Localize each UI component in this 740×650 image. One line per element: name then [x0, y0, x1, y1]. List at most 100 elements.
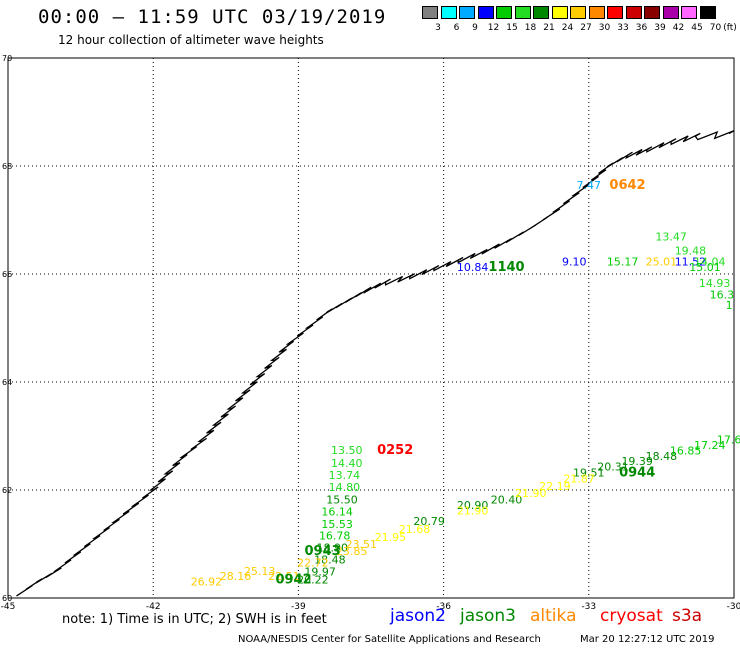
wave-height-label: 19.97 [304, 565, 336, 578]
wave-height-label: 11.52 [675, 255, 707, 268]
wave-height-label: 13.74 [329, 469, 361, 482]
lon-tick-label: -36 [436, 602, 451, 612]
wave-height-label: 19.51 [573, 467, 605, 480]
lon-tick-label: -30 [727, 602, 740, 612]
lat-tick-label: 62 [2, 486, 12, 495]
scale-label: 18 [524, 23, 537, 33]
wave-height-label: 28.16 [220, 570, 252, 583]
scale-label: 24 [561, 23, 574, 33]
wave-height-label: 13.47 [655, 231, 687, 244]
pass-time-label: 0944 [619, 466, 655, 481]
wave-height-label: 19.39 [621, 455, 653, 468]
scale-swatch-18 [514, 6, 531, 19]
pass-time-label: 0943 [305, 544, 341, 559]
wave-height-label: 20.40 [491, 494, 523, 507]
wave-height-label: 15.01 [689, 261, 721, 274]
page-subtitle: 12 hour collection of altimeter wave hei… [58, 33, 324, 47]
wave-height-label: 21.87 [563, 472, 595, 485]
satellite-jason3: jason3 [460, 606, 516, 626]
pass-time-label: 1140 [488, 260, 524, 275]
lat-tick-label: 68 [2, 162, 12, 171]
wave-height-label: 15.50 [326, 494, 358, 507]
scale-swatch-30 [588, 6, 605, 19]
wave-height-label: 17.6 [717, 434, 740, 447]
scale-label: 39 [654, 23, 666, 33]
lon-tick-label: -42 [146, 602, 161, 612]
wave-height-label: 14.80 [329, 481, 361, 494]
wave-height-label: 14.04 [694, 255, 726, 268]
scale-swatch-24 [551, 6, 568, 19]
wave-height-label: 25.01 [646, 255, 678, 268]
wave-height-label: 18.48 [646, 450, 678, 463]
wave-height-label: 7.47 [577, 179, 602, 192]
scale-swatch-70 [699, 6, 716, 19]
scale-swatch-39 [644, 6, 660, 19]
lon-tick-label: -33 [581, 602, 596, 612]
wave-height-label: 15.53 [321, 518, 353, 531]
wave-height-label: 13.50 [331, 444, 363, 457]
wave-height-label: 18.90 [317, 542, 349, 555]
wave-height-label: 26.92 [191, 576, 223, 589]
map-frame [7, 57, 735, 599]
wave-height-label: 18.48 [314, 553, 346, 566]
scale-swatch-3 [422, 6, 438, 19]
satellite-altika: altika [530, 606, 577, 626]
footer-note: note: 1) Time is in UTC; 2) SWH is in fe… [62, 612, 327, 627]
lat-tick-label: 64 [2, 378, 12, 387]
scale-label: 3 [435, 23, 441, 33]
wave-height-label: 25.13 [244, 565, 276, 578]
satellite-cryosat: cryosat [600, 606, 663, 626]
scale-swatch-45 [681, 6, 697, 19]
wave-height-label: 16.78 [319, 530, 351, 543]
satellite-s3a: s3a [672, 606, 703, 626]
scale-label: 27 [580, 23, 592, 33]
scale-label: 45 [691, 23, 703, 33]
wave-height-color-scale: 3 6 9 12 15 18 21 24 27 30 33 36 39 42 45 70 (ft) [422, 6, 740, 36]
wave-height-label: 9.10 [562, 255, 587, 268]
scale-swatch-12 [477, 6, 494, 19]
wave-height-label: 16.85 [670, 444, 702, 457]
wave-height-label: 20.90 [457, 499, 489, 512]
wave-height-label: 1 [726, 299, 733, 312]
wave-height-label: 16.14 [321, 505, 353, 518]
wave-height-label: 21.68 [399, 523, 431, 536]
scale-swatch-6 [440, 6, 457, 19]
wave-height-label: 20.79 [413, 515, 445, 528]
wave-height-label: 22.19 [539, 480, 571, 493]
wave-height-label: 21.95 [375, 531, 407, 544]
wave-height-label: 19.48 [675, 245, 707, 258]
lat-tick-label: 70 [2, 54, 12, 63]
lat-tick-label: 66 [2, 270, 12, 279]
wave-height-label: 10.84 [457, 261, 489, 274]
coastline [16, 129, 735, 597]
wave-height-label: 20.31 [597, 461, 629, 474]
scale-swatch-9 [459, 6, 475, 19]
scale-unit-label: (ft) [723, 23, 737, 33]
wave-height-label: 23.51 [346, 538, 378, 551]
lon-tick-label: -45 [1, 602, 16, 612]
scale-label: 9 [472, 23, 478, 33]
scale-label: 36 [635, 23, 648, 33]
scale-swatch-36 [625, 6, 642, 19]
scale-swatch-21 [533, 6, 549, 19]
scale-label: 15 [506, 23, 518, 33]
wave-height-label: 21.90 [457, 504, 489, 517]
lat-tick-label: 60 [2, 594, 12, 603]
wave-height-label: 23.85 [336, 545, 368, 558]
scale-label: 33 [617, 23, 629, 33]
credit-text: NOAA/NESDIS Center for Satellite Applica… [238, 634, 541, 645]
wave-height-label: 22.51 [268, 570, 300, 583]
wave-height-label: 14.40 [331, 457, 363, 470]
wave-height-label: 14.93 [699, 277, 731, 290]
scale-label: 30 [598, 23, 611, 33]
lon-tick-label: -39 [291, 602, 306, 612]
scale-label: 21 [543, 23, 555, 33]
scale-swatch-42 [662, 6, 679, 19]
wave-height-label: 22.72 [297, 557, 329, 570]
scale-swatch-33 [607, 6, 623, 19]
pass-time-label: 0252 [377, 443, 413, 458]
pass-time-label: 0942 [275, 572, 311, 587]
wave-height-label: 21.90 [515, 487, 547, 500]
pass-time-label: 0642 [609, 178, 645, 193]
